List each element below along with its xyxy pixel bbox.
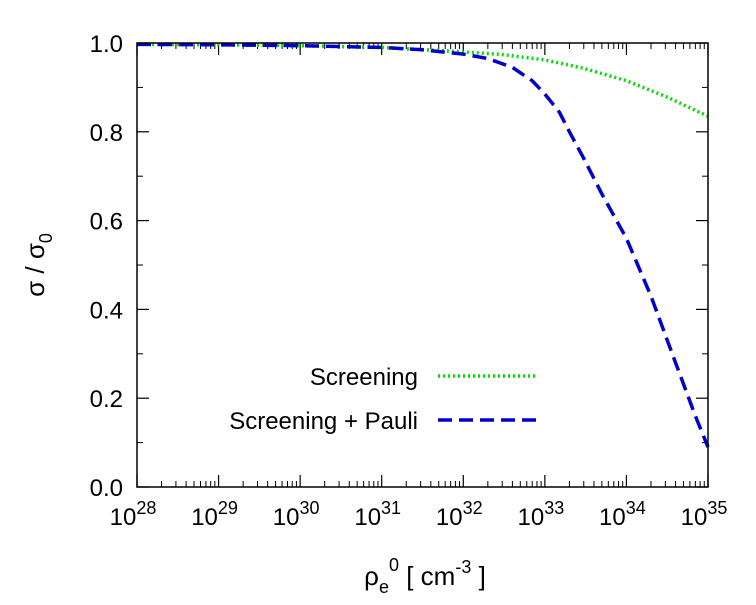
x-tick-label-exponent: 33 (544, 498, 564, 518)
y-tick-label: 0.6 (90, 209, 123, 236)
y-axis-label-base: σ / σ (20, 243, 50, 297)
x-tick-label-exponent: 28 (136, 498, 156, 518)
plot-frame (136, 42, 709, 488)
series-layer (136, 42, 710, 448)
series-screening-line (136, 42, 709, 118)
x-axis-label-base: ρ (364, 561, 379, 591)
x-tick-label-base: 10 (517, 504, 544, 531)
x-axis-label: ρe0 [ cm-3 ] (364, 555, 486, 597)
x-axis-label-rest-sup: -3 (455, 557, 471, 577)
legend: Screening Screening + Pauli (229, 364, 538, 435)
x-tick-label: 1033 (517, 498, 564, 531)
x-tick-label: 1031 (354, 498, 401, 531)
x-axis-label-sub: e (379, 577, 389, 597)
y-axis-label: σ / σ0 (20, 233, 56, 297)
x-tick-label-exponent: 29 (218, 498, 238, 518)
ticks-layer (136, 42, 709, 488)
x-tick-label-base: 10 (599, 504, 626, 531)
x-tick-label-base: 10 (273, 504, 300, 531)
x-tick-label-exponent: 34 (626, 498, 646, 518)
x-tick-label-exponent: 35 (707, 498, 727, 518)
x-tick-label: 1030 (273, 498, 320, 531)
y-tick-label: 1.0 (90, 31, 123, 58)
x-tick-label: 1032 (436, 498, 483, 531)
x-axis-label-rest2: ] (471, 561, 485, 591)
y-tick-label: 0.4 (90, 297, 123, 324)
y-tick-label: 0.2 (90, 386, 123, 413)
series-screening-pauli-line (136, 42, 710, 448)
legend-label-screening-pauli: Screening + Pauli (229, 408, 418, 435)
y-tick-label: 0.0 (90, 475, 123, 502)
x-tick-label: 1028 (110, 498, 157, 531)
x-tick-label-base: 10 (354, 504, 381, 531)
legend-label-screening: Screening (310, 364, 418, 391)
labels-layer: 1028 1029 1030 1031 1032 1033 1034 10350.00.20.… (90, 31, 728, 531)
x-tick-label: 1035 (681, 498, 728, 531)
x-tick-label-base: 10 (110, 504, 137, 531)
x-tick-label-base: 10 (436, 504, 463, 531)
x-tick-label: 1029 (191, 498, 238, 531)
x-axis-label-rest1: [ cm (399, 561, 455, 591)
x-tick-label-base: 10 (681, 504, 708, 531)
x-tick-label: 1034 (599, 498, 646, 531)
x-tick-label-base: 10 (191, 504, 218, 531)
x-tick-label-exponent: 32 (463, 498, 483, 518)
x-axis-label-sup: 0 (389, 555, 399, 575)
x-tick-label-exponent: 30 (299, 498, 319, 518)
y-tick-label: 0.8 (90, 120, 123, 147)
y-axis-label-sub: 0 (36, 233, 56, 243)
x-tick-label-exponent: 31 (381, 498, 401, 518)
